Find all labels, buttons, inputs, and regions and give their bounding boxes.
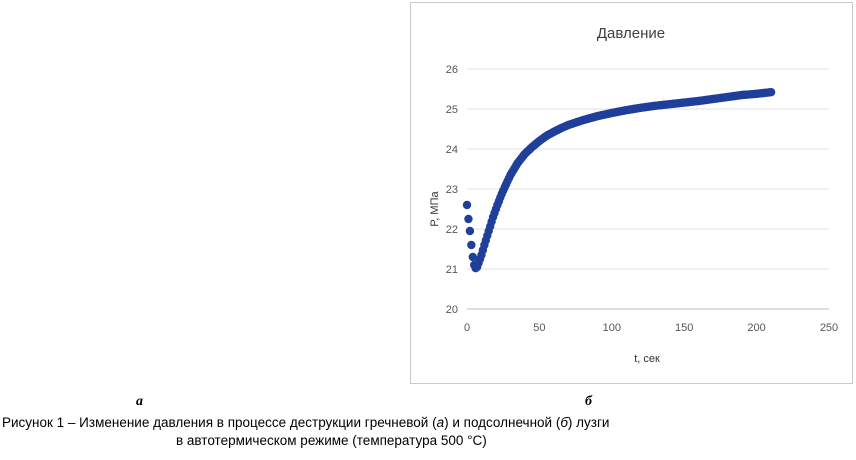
caption-line-1: Рисунок 1 – Изменение давления в процесс… xyxy=(2,415,610,430)
data-points xyxy=(462,88,776,273)
y-tick-label: 23 xyxy=(446,184,458,196)
x-tick-label: 200 xyxy=(747,322,765,334)
y-tick-labels: 20 21 22 23 24 25 26 xyxy=(446,64,458,316)
x-axis-label: t, сек xyxy=(634,353,660,365)
x-tick-label: 250 xyxy=(820,322,838,334)
y-tick-label: 21 xyxy=(446,264,458,276)
data-point xyxy=(467,240,476,250)
data-point xyxy=(766,88,776,97)
chart-title: Давление xyxy=(597,25,665,42)
x-tick-label: 0 xyxy=(464,322,470,334)
x-tick-label: 100 xyxy=(603,322,621,334)
x-tick-label: 50 xyxy=(533,322,545,334)
x-tick-labels: 0 50 100 150 200 250 xyxy=(464,322,838,334)
data-point xyxy=(468,252,477,262)
panel-label-a: а xyxy=(136,394,143,409)
y-tick-label: 24 xyxy=(446,144,458,156)
y-tick-label: 25 xyxy=(446,104,458,116)
chart-panel-b: Давление 20 21 22 23 24 25 26 0 50 100 150 200 250 … xyxy=(410,2,853,384)
y-tick-label: 20 xyxy=(446,304,458,316)
data-point xyxy=(465,226,475,236)
caption-line-2: в автотермическом режиме (температура 50… xyxy=(176,433,487,448)
y-tick-label: 22 xyxy=(446,224,458,236)
y-axis-label: P, МПа xyxy=(429,191,441,227)
panel-label-b: б xyxy=(585,394,592,409)
data-point xyxy=(464,214,473,224)
x-tick-label: 150 xyxy=(675,322,693,334)
y-tick-label: 26 xyxy=(446,64,458,76)
data-point xyxy=(462,200,472,210)
